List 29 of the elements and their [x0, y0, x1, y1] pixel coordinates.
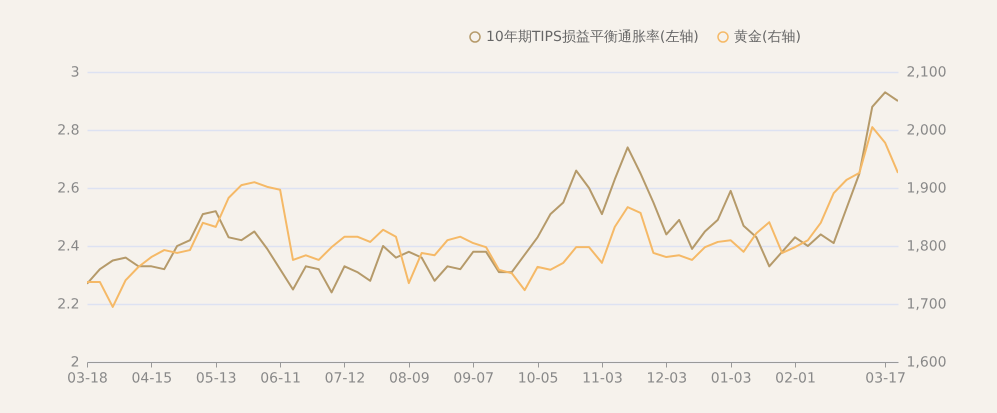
line-series [87, 126, 898, 308]
y-tick-label: 2.4 [57, 238, 80, 254]
y2-tick-label: 1,600 [906, 354, 947, 370]
y-tick-label: 2.2 [57, 296, 80, 312]
x-tick-label: 04-15 [132, 370, 172, 386]
y-tick-label: 2.8 [57, 122, 80, 138]
x-tick-label: 05-13 [196, 370, 237, 386]
x-tick-label: 08-09 [388, 370, 430, 386]
x-tick-label: 03-17 [865, 370, 906, 386]
x-tick-label: 11-03 [582, 370, 623, 386]
x-tick-label: 09-07 [453, 370, 494, 386]
x-tick-label: 02-01 [775, 370, 816, 386]
x-tick-label: 01-03 [710, 370, 752, 386]
y2-tick-label: 1,800 [906, 238, 947, 254]
y2-tick-label: 1,700 [906, 296, 947, 312]
y-tick-label: 2 [70, 354, 80, 370]
y2-tick-label: 1,900 [906, 180, 947, 196]
x-tick-label: 07-12 [324, 370, 366, 386]
x-tick-label: 10-05 [518, 370, 558, 386]
y-tick-label: 3 [70, 64, 80, 80]
y2-tick-label: 2,000 [906, 122, 947, 138]
y-tick-label: 2.6 [57, 180, 80, 196]
legend-label: 10年期TIPS损益平衡通胀率(左轴) [486, 29, 699, 45]
line-series [87, 91, 898, 294]
x-tick-label: 03-18 [67, 370, 108, 386]
y2-tick-label: 2,100 [906, 64, 947, 80]
x-tick-label: 06-11 [260, 370, 301, 386]
legend-label: 黄金(右轴) [734, 29, 801, 45]
x-tick-label: 12-03 [646, 370, 688, 386]
